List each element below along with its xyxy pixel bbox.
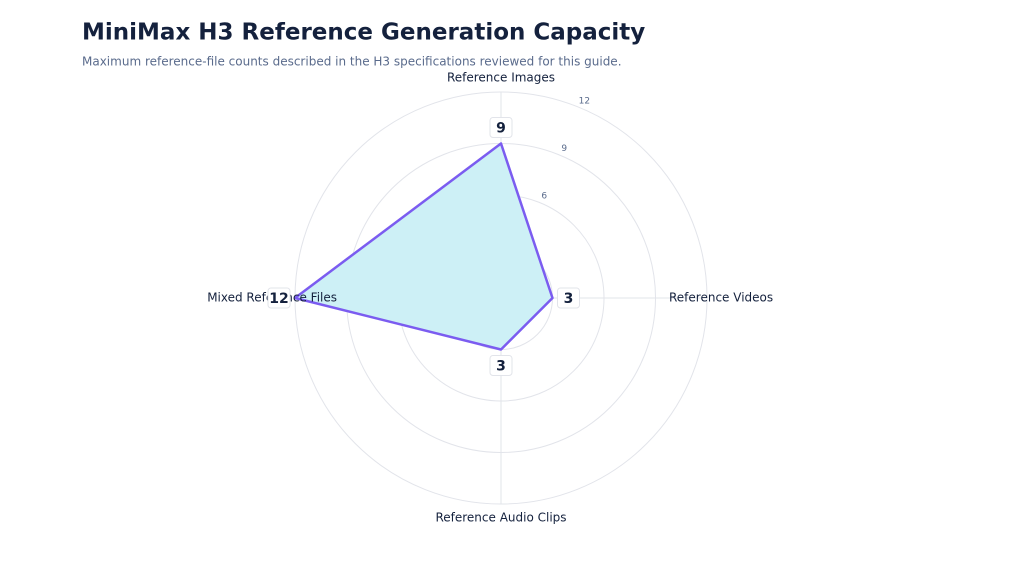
value-label-box (267, 287, 291, 309)
category-label: Reference Audio Clips (435, 511, 566, 525)
r-tick-label: 12 (579, 96, 590, 106)
chart-subtitle: Maximum reference-file counts described … (82, 55, 622, 69)
value-label-box (557, 287, 580, 309)
value-label-box (489, 117, 513, 138)
value-label: 12 (269, 291, 288, 307)
value-label: 9 (496, 121, 506, 137)
chart-title: MiniMax H3 Reference Generation Capacity (82, 20, 645, 46)
value-label-box (489, 355, 513, 376)
r-tick-label: 9 (561, 144, 567, 154)
category-label: Reference Videos (669, 291, 773, 305)
category-label: Reference Images (447, 71, 555, 85)
radar-area (293, 142, 554, 351)
value-label: 3 (564, 291, 574, 307)
value-label: 3 (496, 359, 506, 375)
r-tick-label: 6 (541, 191, 547, 201)
